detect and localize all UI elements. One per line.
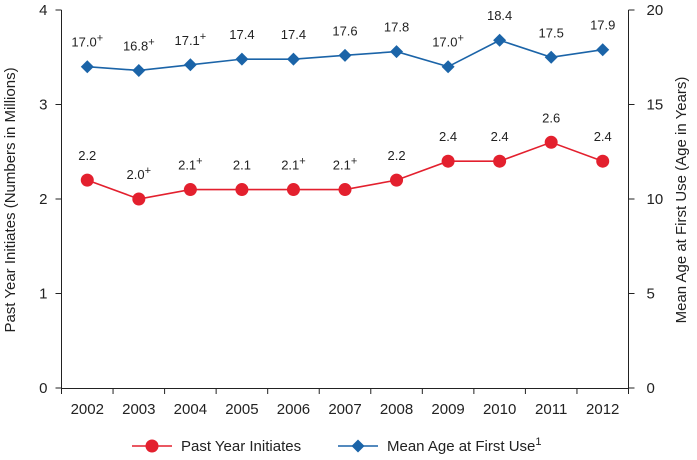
data-label-mean-age: 17.4 bbox=[281, 27, 306, 42]
data-point-mean-age bbox=[132, 63, 146, 77]
x-tick-label: 2010 bbox=[483, 401, 516, 418]
data-point-mean-age bbox=[235, 52, 249, 66]
data-point-initiates bbox=[493, 154, 507, 168]
data-label-mean-age: 17.6 bbox=[332, 23, 357, 38]
data-label-mean-age: 17.4 bbox=[229, 27, 254, 42]
data-point-initiates bbox=[596, 154, 610, 168]
data-label-mean-age: 17.0+ bbox=[432, 33, 464, 50]
legend: Past Year Initiates Mean Age at First Use… bbox=[132, 436, 542, 455]
x-tick-label: 2005 bbox=[225, 401, 258, 418]
data-point-initiates bbox=[183, 183, 197, 197]
data-point-initiates bbox=[132, 192, 146, 206]
x-tick-label: 2004 bbox=[174, 401, 207, 418]
data-label-mean-age: 17.0+ bbox=[71, 33, 103, 50]
data-label-initiates: 2.1+ bbox=[333, 156, 358, 173]
data-label-mean-age: 18.4 bbox=[487, 8, 512, 23]
x-tick-label: 2007 bbox=[328, 401, 361, 418]
data-label-mean-age: 17.8 bbox=[384, 20, 409, 35]
legend-label-initiates: Past Year Initiates bbox=[181, 438, 301, 455]
data-label-initiates: 2.0+ bbox=[127, 165, 152, 182]
data-point-mean-age bbox=[286, 52, 300, 66]
data-point-initiates bbox=[544, 135, 558, 149]
data-label-initiates: 2.1 bbox=[233, 158, 251, 173]
left-y-tick-label: 4 bbox=[39, 2, 47, 19]
left-y-tick-label: 2 bbox=[39, 191, 47, 208]
data-label-initiates: 2.4 bbox=[439, 129, 457, 144]
right-y-tick-label: 20 bbox=[647, 2, 664, 19]
x-tick-label: 2011 bbox=[535, 401, 567, 418]
series-mean-age: 17.0+ 16.8+ 17.1+ 17.4 17.4 17.6 17.8 17.0+ 18.4… bbox=[71, 8, 615, 77]
right-y-tick-label: 0 bbox=[647, 380, 655, 397]
data-point-mean-age bbox=[544, 50, 558, 64]
data-point-initiates bbox=[80, 173, 94, 187]
data-point-mean-age bbox=[390, 45, 404, 59]
x-tick-label: 2009 bbox=[431, 401, 464, 418]
x-tick-label: 2002 bbox=[71, 401, 104, 418]
data-point-initiates bbox=[390, 173, 404, 187]
data-point-initiates bbox=[441, 154, 455, 168]
data-label-initiates: 2.6 bbox=[542, 110, 560, 125]
data-point-mean-age bbox=[183, 58, 197, 72]
data-label-mean-age: 16.8+ bbox=[123, 36, 155, 53]
data-label-initiates: 2.2 bbox=[78, 148, 96, 163]
data-label-initiates: 2.4 bbox=[594, 129, 612, 144]
axis-ticks: 0 1 2 3 4 0 5 10 15 20 2002 2003 2004 2005 2006 2007 200… bbox=[39, 2, 663, 418]
legend-marker-mean-age bbox=[351, 439, 365, 453]
data-label-initiates: 2.1+ bbox=[281, 156, 306, 173]
data-label-mean-age: 17.1+ bbox=[174, 31, 206, 48]
data-point-mean-age bbox=[338, 48, 352, 62]
x-tick-label: 2003 bbox=[122, 401, 155, 418]
right-y-tick-label: 15 bbox=[647, 97, 664, 114]
data-point-mean-age bbox=[441, 60, 455, 74]
x-tick-label: 2008 bbox=[380, 401, 413, 418]
right-y-tick-label: 5 bbox=[647, 286, 655, 303]
data-point-initiates bbox=[286, 183, 300, 197]
right-y-tick-label: 10 bbox=[647, 191, 664, 208]
legend-label-mean-age: Mean Age at First Use1 bbox=[387, 436, 542, 455]
data-label-mean-age: 17.5 bbox=[539, 25, 564, 40]
data-point-mean-age bbox=[493, 33, 507, 47]
data-label-mean-age: 17.9 bbox=[590, 18, 615, 33]
left-y-tick-label: 0 bbox=[39, 380, 47, 397]
left-y-tick-label: 1 bbox=[39, 286, 47, 303]
series-layer: 2.2 2.0+ 2.1+ 2.1 2.1+ 2.1+ 2.2 2.4 2.4 2.6 2.4 17.… bbox=[71, 8, 615, 206]
data-label-initiates: 2.4 bbox=[491, 129, 509, 144]
right-y-axis-label: Mean Age at First Use (Age in Years) bbox=[673, 77, 690, 324]
series-initiates: 2.2 2.0+ 2.1+ 2.1 2.1+ 2.1+ 2.2 2.4 2.4 2.6 2.4 bbox=[78, 110, 612, 206]
x-tick-label: 2012 bbox=[586, 401, 619, 418]
left-y-tick-label: 3 bbox=[39, 97, 47, 114]
data-label-initiates: 2.1+ bbox=[178, 156, 203, 173]
x-tick-label: 2006 bbox=[277, 401, 310, 418]
data-point-mean-age bbox=[80, 60, 94, 74]
legend-marker-initiates bbox=[145, 439, 159, 453]
data-point-mean-age bbox=[596, 43, 610, 57]
data-point-initiates bbox=[338, 183, 352, 197]
data-point-initiates bbox=[235, 183, 249, 197]
data-label-initiates: 2.2 bbox=[388, 148, 406, 163]
left-y-axis-label: Past Year Initiates (Numbers in Millions… bbox=[2, 67, 19, 332]
